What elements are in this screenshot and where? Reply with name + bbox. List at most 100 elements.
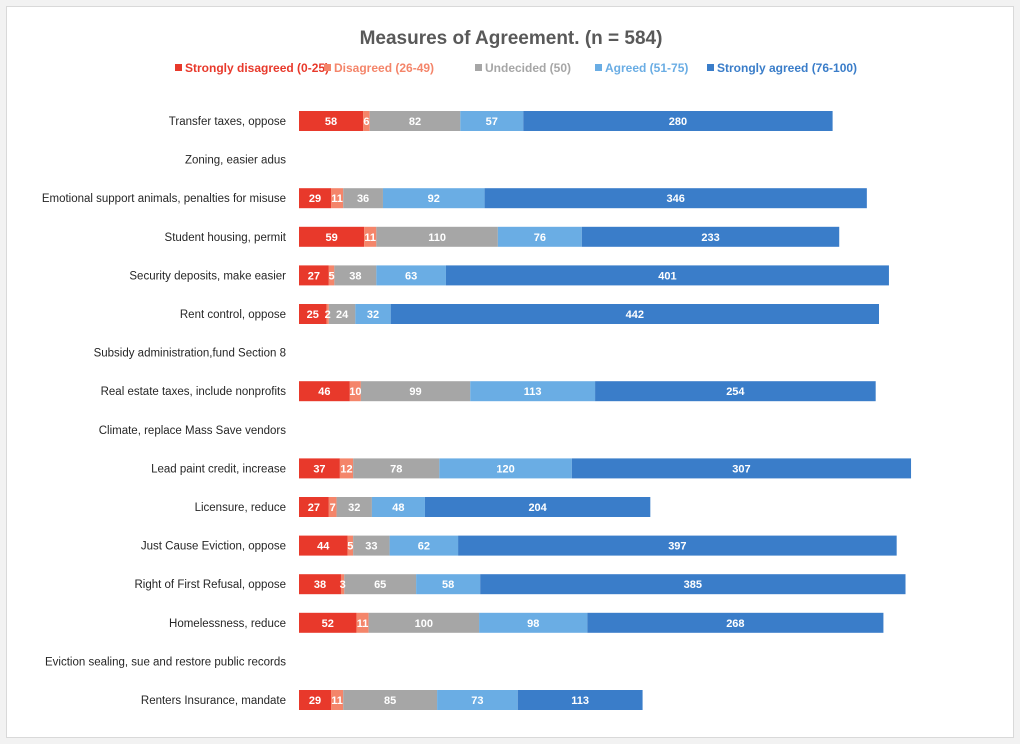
- data-label: 11: [331, 695, 343, 707]
- legend-swatch-agreed-51-75: [595, 64, 602, 71]
- data-label: 120: [496, 463, 514, 475]
- bar-segment-disagreed-26-49: [331, 690, 344, 710]
- category-label: Just Cause Eviction, oppose: [141, 541, 286, 553]
- data-label: 10: [349, 386, 361, 398]
- data-label: 99: [409, 386, 421, 398]
- category-label: Student housing, permit: [165, 232, 287, 244]
- bar-segment-strongly-disagreed-0-25: [299, 304, 327, 324]
- bar-segment-strongly-agreed-76-100: [587, 612, 884, 633]
- data-label: 48: [392, 502, 404, 514]
- bar-segment-undecided-50: [353, 535, 390, 556]
- bar-segment-undecided-50: [343, 188, 383, 209]
- legend-swatch-strongly-disagreed-0-25: [175, 64, 182, 71]
- bar-segment-undecided-50: [369, 111, 461, 131]
- category-label: Transfer taxes, oppose: [169, 116, 286, 128]
- bar-segments: [299, 111, 912, 710]
- bar-segment-strongly-disagreed-0-25: [299, 188, 332, 209]
- bar-segment-agreed-51-75: [479, 612, 588, 633]
- data-label: 38: [349, 270, 361, 282]
- bar-segment-strongly-disagreed-0-25: [299, 111, 364, 131]
- bar-segment-disagreed-26-49: [326, 304, 329, 324]
- bar-segment-undecided-50: [336, 497, 372, 517]
- data-label: 27: [308, 270, 320, 282]
- data-label: 113: [571, 695, 589, 707]
- data-label: 204: [528, 502, 547, 514]
- category-label: Real estate taxes, include nonprofits: [101, 386, 287, 398]
- data-label: 397: [668, 541, 686, 553]
- data-label: 52: [322, 618, 334, 630]
- category-label: Renters Insurance, mandate: [141, 695, 286, 707]
- category-labels: Transfer taxes, oppose Zoning, easier adu…: [42, 116, 287, 707]
- category-label: Rent control, oppose: [180, 309, 286, 321]
- bar-segment-agreed-51-75: [460, 111, 524, 131]
- data-label: 82: [409, 116, 421, 128]
- bar-segment-disagreed-26-49: [328, 497, 337, 517]
- bar-segment-undecided-50: [334, 265, 377, 286]
- data-label: 100: [415, 618, 433, 630]
- data-label: 27: [308, 502, 320, 514]
- category-label: Subsidy administration,fund Section 8: [94, 348, 286, 360]
- data-label: 62: [418, 541, 430, 553]
- chart-title: Measures of Agreement. (n = 584): [360, 28, 663, 49]
- data-label: 11: [357, 618, 369, 630]
- bar-segment-strongly-agreed-76-100: [480, 574, 906, 595]
- data-label: 46: [318, 386, 330, 398]
- legend-swatch-disagreed-26-49: [324, 64, 331, 71]
- data-label: 33: [365, 541, 377, 553]
- bar-segment-strongly-agreed-76-100: [517, 690, 643, 710]
- bar-segment-strongly-agreed-76-100: [424, 497, 651, 517]
- data-label: 76: [534, 232, 546, 244]
- bar-segment-disagreed-26-49: [364, 226, 377, 247]
- data-label: 32: [348, 502, 360, 514]
- bar-segment-undecided-50: [343, 690, 438, 710]
- data-label: 442: [626, 309, 644, 321]
- data-label: 233: [701, 232, 719, 244]
- data-label: 401: [658, 270, 676, 282]
- bar-segment-strongly-disagreed-0-25: [299, 574, 341, 595]
- bar-segment-agreed-51-75: [371, 497, 425, 517]
- legend-swatch-strongly-agreed-76-100: [707, 64, 714, 71]
- category-label: Licensure, reduce: [195, 502, 286, 514]
- data-label: 78: [390, 463, 402, 475]
- bar-segment-strongly-disagreed-0-25: [299, 458, 340, 479]
- data-label: 7: [330, 502, 336, 514]
- bar-segment-strongly-disagreed-0-25: [299, 612, 357, 633]
- bar-segment-agreed-51-75: [437, 690, 518, 710]
- category-label: Zoning, easier adus: [185, 155, 286, 167]
- data-label: 38: [314, 579, 326, 591]
- legend-label-strongly-disagreed-0-25: Strongly disagreed (0-25): [185, 61, 329, 75]
- data-label: 85: [384, 695, 396, 707]
- legend-label-strongly-agreed-76-100: Strongly agreed (76-100): [717, 61, 857, 75]
- data-label: 32: [367, 309, 379, 321]
- bar-segment-strongly-disagreed-0-25: [299, 535, 348, 556]
- data-label: 57: [486, 116, 498, 128]
- data-label: 5: [347, 541, 353, 553]
- data-label: 3: [340, 579, 346, 591]
- category-label: Emotional support animals, penalties for…: [42, 193, 286, 205]
- data-label: 63: [405, 270, 417, 282]
- data-label: 29: [309, 695, 321, 707]
- data-label: 6: [363, 116, 369, 128]
- bar-segment-disagreed-26-49: [339, 458, 354, 479]
- legend-label-agreed-51-75: Agreed (51-75): [605, 61, 688, 75]
- data-label: 110: [428, 232, 446, 244]
- bar-segment-strongly-agreed-76-100: [523, 111, 833, 131]
- category-label: Homelessness, reduce: [169, 618, 286, 630]
- bar-segment-disagreed-26-49: [349, 381, 361, 402]
- data-label: 2: [325, 309, 331, 321]
- bar-segment-agreed-51-75: [416, 574, 481, 595]
- bar-segment-strongly-agreed-76-100: [581, 226, 840, 247]
- bar-segment-strongly-agreed-76-100: [484, 188, 867, 209]
- legend-label-undecided-50: Undecided (50): [485, 61, 571, 75]
- category-label: Climate, replace Mass Save vendors: [99, 425, 287, 437]
- data-label: 12: [340, 463, 352, 475]
- bar-segment-undecided-50: [328, 304, 356, 324]
- bar-segment-undecided-50: [353, 458, 440, 479]
- data-label: 346: [667, 193, 685, 205]
- bar-segment-strongly-agreed-76-100: [458, 535, 897, 556]
- category-label: Lead paint credit, increase: [151, 463, 286, 475]
- bar-segment-agreed-51-75: [376, 265, 446, 286]
- bar-segment-agreed-51-75: [382, 188, 485, 209]
- bar-segment-disagreed-26-49: [331, 188, 344, 209]
